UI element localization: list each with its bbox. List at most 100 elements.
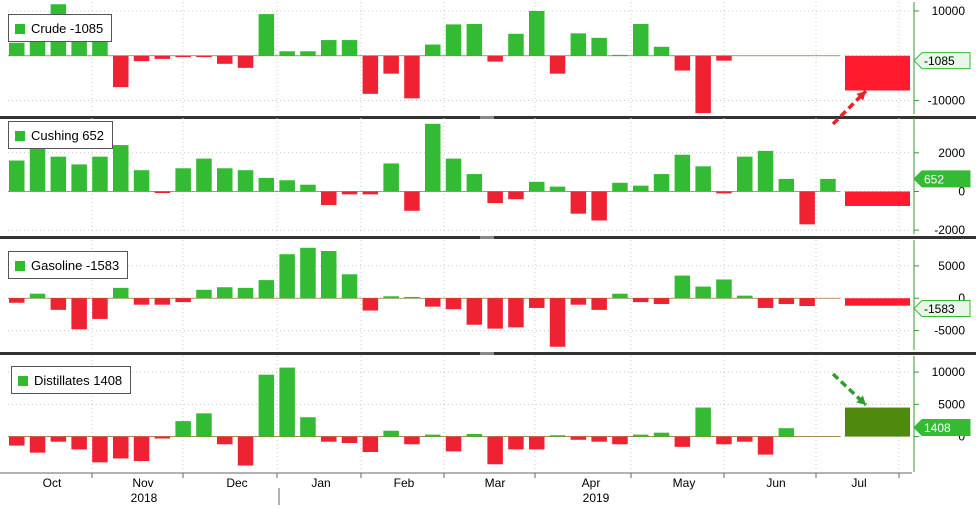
- bar-distillates: [321, 436, 337, 442]
- bar-gasoline: [737, 295, 753, 299]
- bar-cushing: [445, 158, 462, 192]
- latest-bar-crude: [845, 55, 910, 91]
- bar-gasoline: [716, 279, 732, 299]
- bar-gasoline: [757, 298, 774, 308]
- bar-gasoline: [425, 298, 441, 307]
- bar-gasoline: [653, 298, 670, 305]
- latest-bar-cushing: [845, 191, 910, 206]
- x-year-label-2018: 2018: [131, 491, 158, 505]
- bar-gasoline: [508, 298, 524, 328]
- bar-gasoline: [591, 298, 607, 310]
- bar-cushing: [799, 191, 815, 225]
- value-tag-text-gasoline: -1583: [924, 302, 955, 316]
- tick-label-crude: 10000: [932, 4, 966, 18]
- bar-gasoline: [279, 254, 295, 299]
- bar-distillates: [757, 436, 774, 455]
- bar-gasoline: [258, 280, 275, 299]
- bar-cushing: [258, 177, 275, 192]
- bar-cushing: [653, 174, 670, 192]
- bar-distillates: [217, 436, 233, 445]
- bar-gasoline: [445, 298, 462, 310]
- bar-gasoline: [71, 298, 87, 330]
- bar-cushing: [529, 181, 545, 192]
- bar-crude: [9, 42, 25, 56]
- latest-bar-gasoline: [845, 298, 910, 306]
- bar-crude: [196, 55, 212, 58]
- bar-cushing: [820, 178, 836, 192]
- bar-crude: [300, 51, 316, 56]
- bar-gasoline: [321, 251, 337, 299]
- legend-swatch-crude: [15, 24, 25, 34]
- legend-label-gasoline: Gasoline -1583: [31, 258, 120, 273]
- x-tick-label-jul: Jul: [851, 476, 866, 490]
- bar-cushing: [362, 191, 379, 195]
- bar-crude: [508, 33, 524, 56]
- bar-cushing: [341, 191, 358, 195]
- bar-crude: [612, 54, 628, 57]
- value-tag-crude: [913, 52, 971, 70]
- bar-cushing: [300, 184, 316, 192]
- bar-cushing: [737, 156, 753, 192]
- bar-gasoline: [300, 247, 316, 299]
- bar-distillates: [529, 436, 545, 450]
- bar-cushing: [570, 191, 587, 214]
- bar-distillates: [612, 436, 628, 445]
- bar-cushing: [425, 123, 441, 192]
- bar-crude: [529, 10, 545, 56]
- bar-distillates: [175, 421, 191, 437]
- bar-gasoline: [487, 298, 503, 329]
- bar-crude: [175, 55, 191, 58]
- bar-crude: [633, 23, 649, 56]
- bar-distillates: [570, 436, 587, 440]
- bar-crude: [466, 23, 483, 56]
- bar-cushing: [237, 170, 254, 192]
- bar-distillates: [92, 436, 108, 463]
- bar-crude: [716, 55, 732, 61]
- legend-swatch-cushing: [15, 131, 25, 141]
- bar-gasoline: [341, 274, 358, 299]
- bar-distillates: [425, 434, 441, 437]
- bar-gasoline: [196, 289, 212, 299]
- separator-grip: [480, 116, 494, 119]
- bar-crude: [674, 55, 691, 71]
- bar-cushing: [695, 166, 711, 192]
- bar-gasoline: [612, 293, 628, 299]
- bar-distillates: [716, 436, 732, 445]
- bar-cushing: [9, 160, 25, 192]
- bar-gasoline: [154, 298, 171, 305]
- tick-label-gasoline: -5000: [934, 324, 965, 338]
- x-year-label-2019: 2019: [583, 491, 610, 505]
- bar-cushing: [196, 158, 212, 192]
- bar-cushing: [466, 174, 483, 192]
- tick-label-distillates: 0: [958, 430, 965, 444]
- bar-distillates: [487, 436, 503, 465]
- bar-cushing: [113, 145, 129, 192]
- bar-cushing: [29, 145, 46, 192]
- x-tick-label-jan: Jan: [311, 476, 330, 490]
- bar-cushing: [487, 191, 503, 204]
- bar-cushing: [50, 156, 67, 192]
- bar-gasoline: [217, 287, 233, 299]
- bar-cushing: [133, 170, 150, 192]
- bar-gasoline: [237, 287, 254, 299]
- value-tag-distillates: [913, 418, 971, 436]
- separator-grip: [480, 236, 494, 239]
- bar-crude: [487, 55, 503, 62]
- bar-gasoline: [9, 298, 25, 303]
- value-tag-text-crude: -1085: [924, 54, 955, 68]
- separator-grip: [480, 352, 494, 355]
- bar-distillates: [737, 436, 753, 442]
- bar-distillates: [113, 436, 129, 459]
- x-tick-label-nov: Nov: [132, 476, 153, 490]
- legend-label-distillates: Distillates 1408: [34, 373, 123, 388]
- bar-gasoline: [778, 298, 795, 305]
- bar-gasoline: [50, 298, 67, 310]
- tick-label-cushing: -2000: [934, 223, 965, 237]
- bar-cushing: [716, 191, 732, 194]
- legend-gasoline: Gasoline -1583: [8, 251, 129, 279]
- bar-cushing: [757, 150, 774, 192]
- bar-cushing: [175, 168, 191, 192]
- bar-gasoline: [529, 298, 545, 308]
- bar-distillates: [591, 436, 607, 442]
